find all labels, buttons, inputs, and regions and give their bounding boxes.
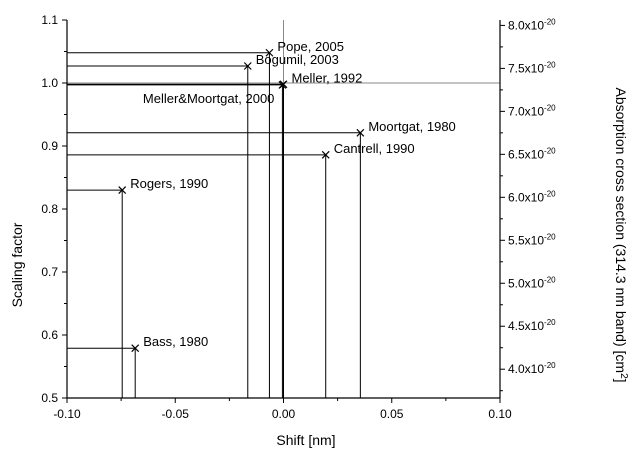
x-tick-label: 0.10 xyxy=(488,407,512,421)
y2-tick-label: 6.5x10-20 xyxy=(508,146,556,161)
y2-tick-label: 8.0x10-20 xyxy=(508,17,556,32)
y-tick-label: 0.7 xyxy=(41,265,58,279)
y2-tick-label: 7.5x10-20 xyxy=(508,60,556,75)
x-tick-label: -0.10 xyxy=(53,407,81,421)
x-axis-title: Shift [nm] xyxy=(276,432,335,448)
y-tick-label: 0.6 xyxy=(41,328,58,342)
x-tick-label: -0.05 xyxy=(162,407,190,421)
y-tick-label: 1.0 xyxy=(41,76,58,90)
x-tick-label: 0.00 xyxy=(272,407,296,421)
x-tick-label: 0.05 xyxy=(380,407,404,421)
y-tick-label: 0.5 xyxy=(41,391,58,405)
point-label: Cantrell, 1990 xyxy=(334,141,415,156)
point-marker xyxy=(321,150,330,159)
y2-axis-title: Absorption cross section (314.3 nm band)… xyxy=(613,87,629,382)
point-marker xyxy=(243,62,252,70)
point-marker xyxy=(278,80,287,89)
y2-tick-label: 5.0x10-20 xyxy=(508,275,556,290)
point-marker xyxy=(118,186,127,195)
y2-tick-label: 7.0x10-20 xyxy=(508,103,556,118)
y-tick-label: 0.9 xyxy=(41,139,58,153)
axes: -0.10 -0.05 0.00 0.05 0.10 0.5 0.6 0.7 0.8 0.9 1.0… xyxy=(41,13,556,421)
point-label: Meller, 1992 xyxy=(292,70,363,85)
y2-tick-label: 4.5x10-20 xyxy=(508,318,556,333)
point-marker xyxy=(356,128,365,137)
point-label: Bass, 1980 xyxy=(143,334,208,349)
y-tick-label: 0.8 xyxy=(41,202,58,216)
point-marker xyxy=(265,48,274,57)
point-label: Rogers, 1990 xyxy=(130,176,208,191)
y2-tick-label: 6.0x10-20 xyxy=(508,189,556,204)
point-label: Meller&Moortgat, 2000 xyxy=(143,91,275,106)
point-marker xyxy=(131,344,140,353)
point-label: Pope, 2005 xyxy=(277,39,344,54)
y2-tick-label: 4.0x10-20 xyxy=(508,361,556,376)
y2-tick-label: 5.5x10-20 xyxy=(508,232,556,247)
point-label: Moortgat, 1980 xyxy=(368,119,455,134)
point-label: Bogumil, 2003 xyxy=(256,52,339,67)
y-tick-label: 1.1 xyxy=(41,13,58,27)
y-axis-title: Scaling factor xyxy=(9,222,25,307)
